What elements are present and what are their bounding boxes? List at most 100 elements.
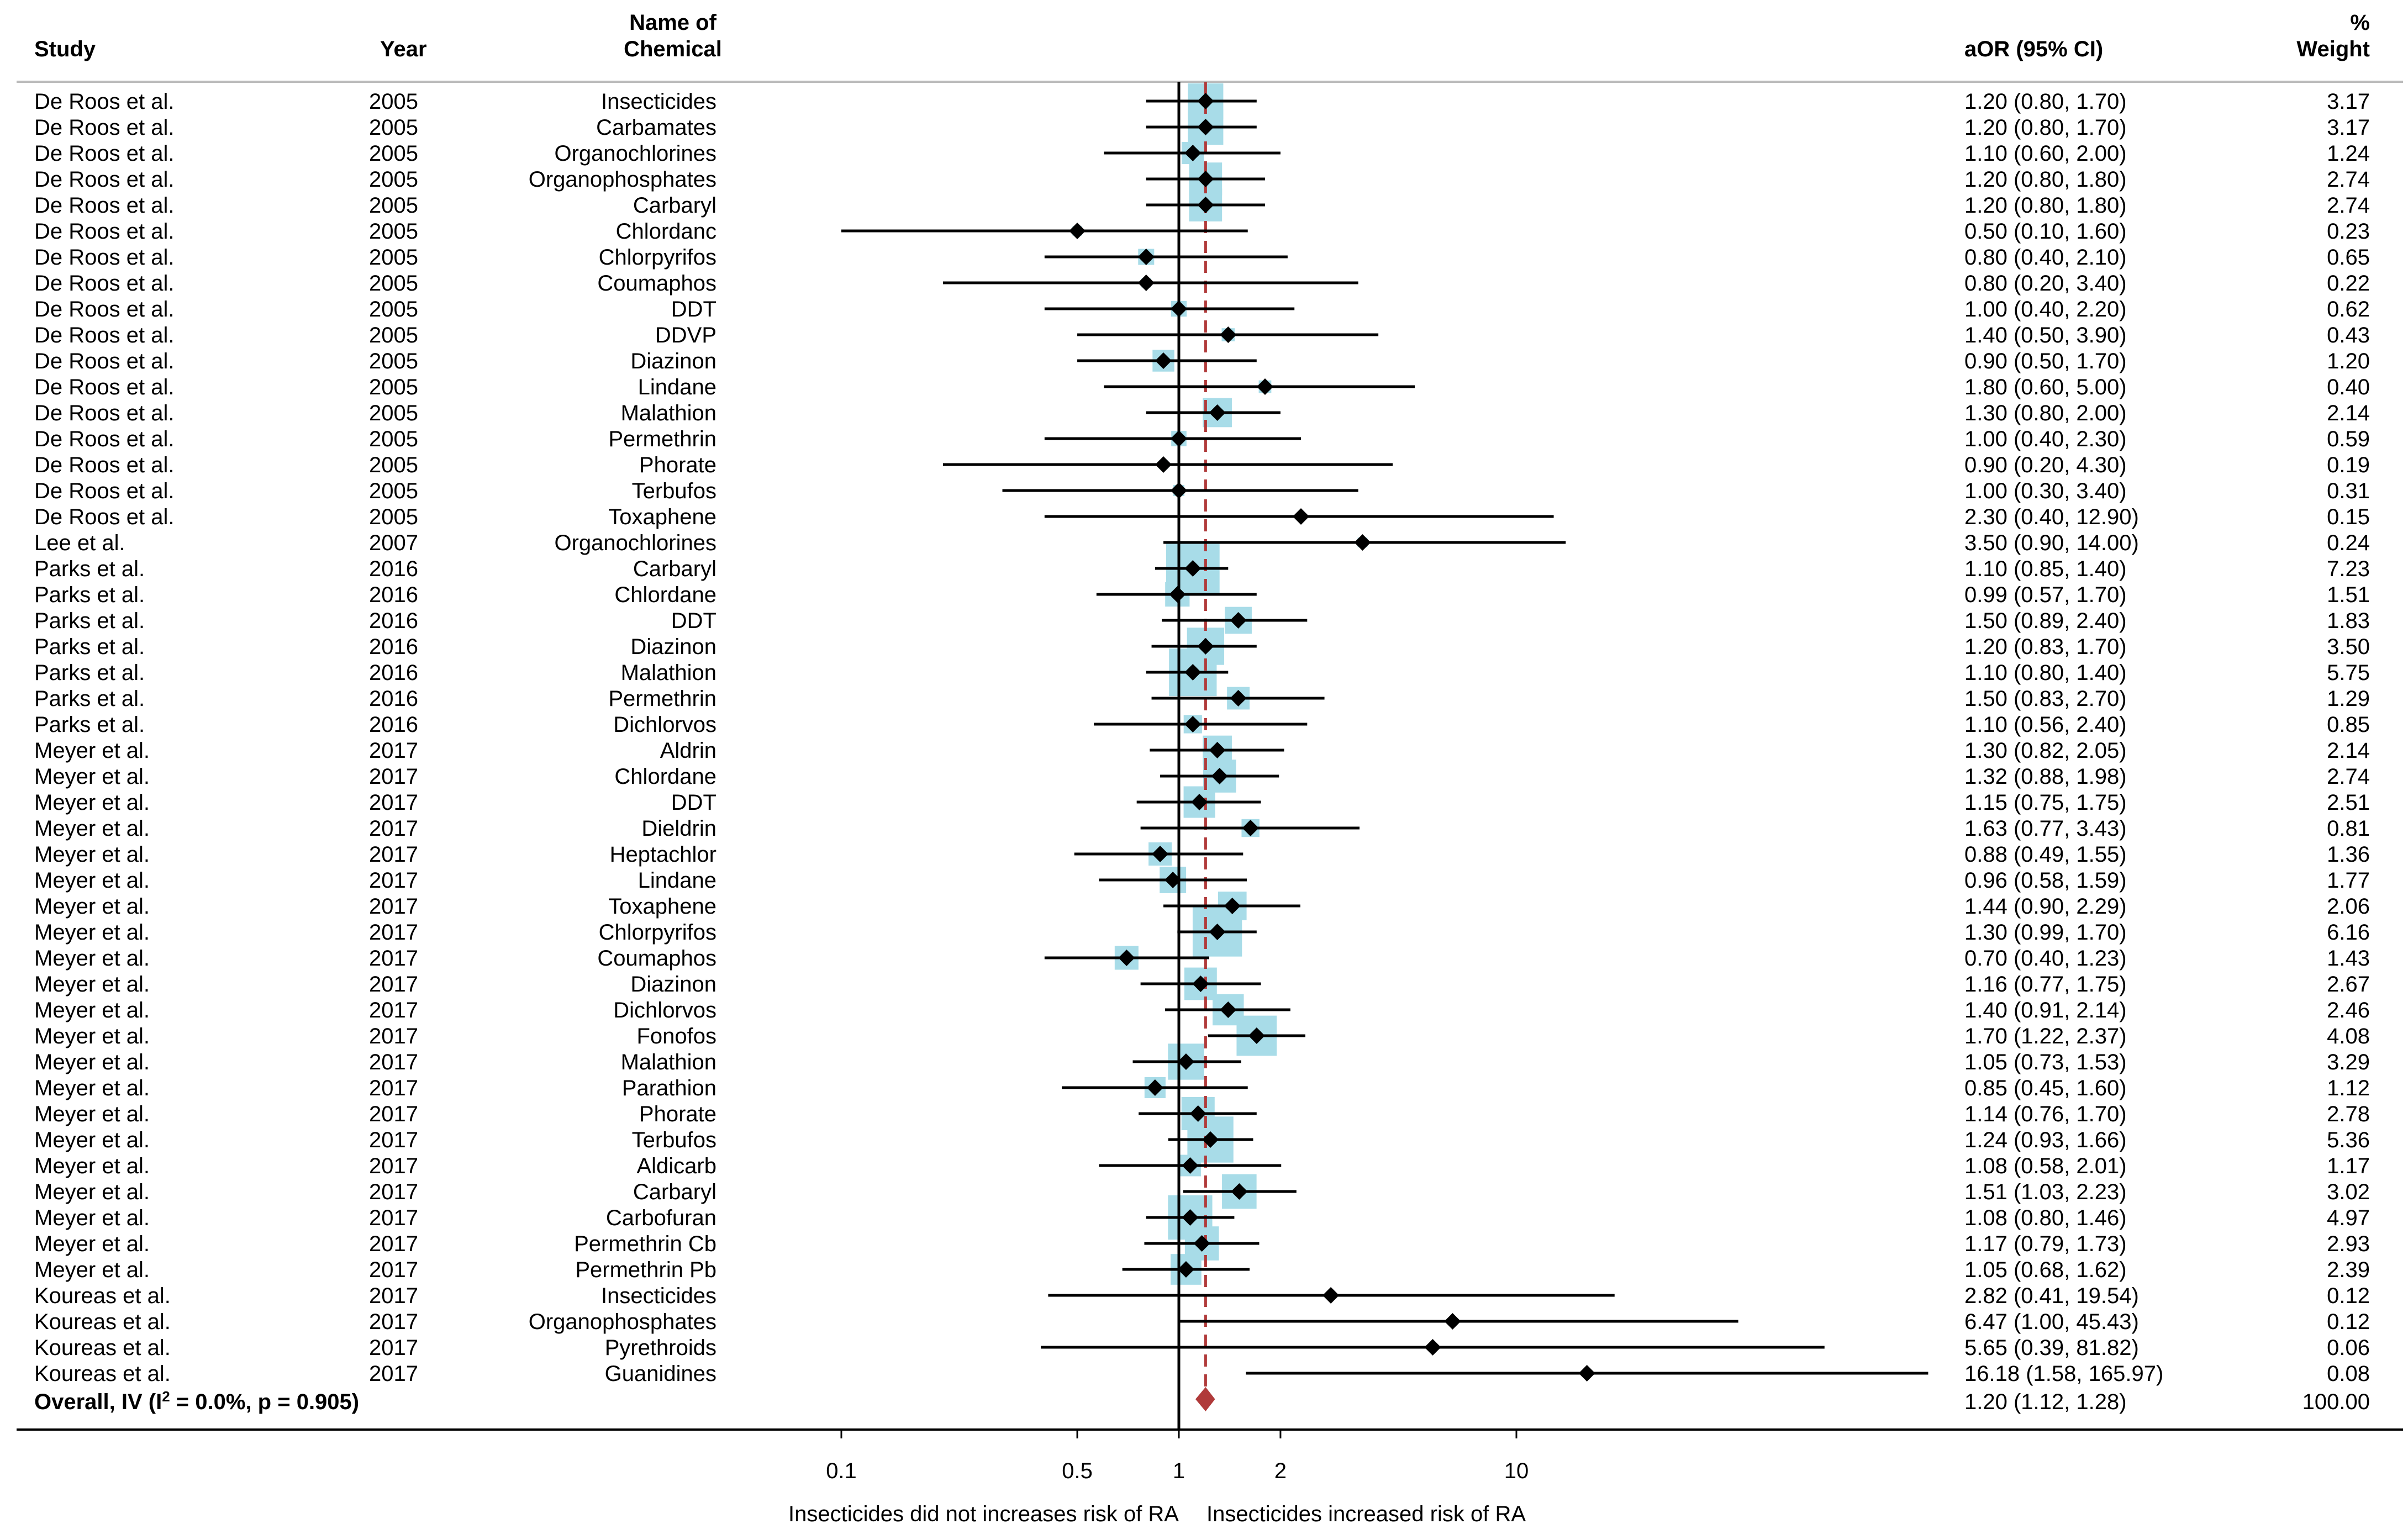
- study-name: Meyer et al.: [34, 816, 150, 841]
- weight-text: 0.12: [2327, 1284, 2370, 1308]
- weight-text: 2.14: [2327, 401, 2370, 425]
- chemical-name: Permethrin: [608, 687, 716, 711]
- chemical-name: DDT: [671, 609, 716, 633]
- ci-text: 1.10 (0.80, 1.40): [1964, 661, 2127, 685]
- weight-text: 3.17: [2327, 115, 2370, 140]
- chemical-name: Organochlorines: [555, 141, 717, 166]
- ci-text: 1.30 (0.99, 1.70): [1964, 920, 2127, 945]
- x-tick-label: 10: [1504, 1459, 1529, 1483]
- weight-text: 4.08: [2327, 1024, 2370, 1048]
- chemical-name: Organophosphates: [529, 167, 716, 192]
- point-estimate: [1322, 1287, 1340, 1304]
- study-name: Meyer et al.: [34, 1154, 150, 1178]
- ci-text: 1.30 (0.80, 2.00): [1964, 401, 2127, 425]
- ci-text: 1.32 (0.88, 1.98): [1964, 764, 2127, 789]
- ci-text: 1.15 (0.75, 1.75): [1964, 790, 2127, 815]
- point-estimate: [1202, 1131, 1219, 1148]
- x-tick-label: 1: [1173, 1459, 1185, 1483]
- plot-marks: [841, 82, 1928, 1430]
- study-year: 2005: [369, 193, 418, 218]
- chemical-name: Aldicarb: [636, 1154, 716, 1178]
- study-year: 2017: [369, 1284, 418, 1308]
- chemical-name: Permethrin Cb: [574, 1232, 716, 1256]
- weight-text: 1.24: [2327, 141, 2370, 166]
- point-estimate: [1197, 638, 1214, 655]
- study-year: 2007: [369, 531, 418, 555]
- study-year: 2017: [369, 1076, 418, 1100]
- study-name: Meyer et al.: [34, 790, 150, 815]
- point-estimate: [1118, 950, 1135, 966]
- weight-text: 0.12: [2327, 1310, 2370, 1334]
- study-year: 2016: [369, 557, 418, 581]
- xlabel-left: Insecticides did not increases risk of R…: [788, 1502, 1179, 1526]
- chemical-name: Permethrin Pb: [575, 1258, 716, 1282]
- study-name: De Roos et al.: [34, 349, 174, 373]
- weight-text: 2.67: [2327, 972, 2370, 997]
- x-axis-ticks: 0.1 0.5 1 2 10: [826, 1430, 1529, 1483]
- weight-text: 5.36: [2327, 1128, 2370, 1152]
- study-year: 2017: [369, 1362, 418, 1386]
- point-estimate: [1220, 1001, 1237, 1018]
- study-name: Parks et al.: [34, 557, 145, 581]
- ci-text: 1.20 (0.80, 1.80): [1964, 167, 2127, 192]
- ci-text: 1.00 (0.40, 2.20): [1964, 297, 2127, 321]
- study-year: 2016: [369, 583, 418, 607]
- study-year: 2005: [369, 323, 418, 347]
- chemical-name: Coumaphos: [597, 271, 716, 296]
- chemical-name: Toxaphene: [608, 894, 716, 919]
- weight-text: 4.97: [2327, 1206, 2370, 1230]
- point-estimate: [1193, 1235, 1210, 1252]
- chemical-name: Diazinon: [630, 349, 716, 373]
- point-estimate: [1248, 1027, 1265, 1044]
- column-headers: Study Year Name of Chemical aOR (95% CI)…: [34, 10, 2370, 61]
- ci-text: 1.20 (0.80, 1.70): [1964, 115, 2127, 140]
- x-tick-label: 2: [1274, 1459, 1287, 1483]
- study-name: De Roos et al.: [34, 115, 174, 140]
- study-name: Meyer et al.: [34, 920, 150, 945]
- ci-text: 1.08 (0.58, 2.01): [1964, 1154, 2127, 1178]
- study-name: Meyer et al.: [34, 998, 150, 1022]
- chemical-name: Malathion: [621, 401, 716, 425]
- ci-text: 1.80 (0.60, 5.00): [1964, 375, 2127, 399]
- weight-text: 7.23: [2327, 557, 2370, 581]
- point-estimate: [1354, 534, 1371, 551]
- study-year: 2016: [369, 713, 418, 737]
- point-estimate: [1171, 482, 1187, 499]
- header-study: Study: [34, 37, 96, 61]
- study-name: Parks et al.: [34, 583, 145, 607]
- chemical-name: Terbufos: [632, 1128, 716, 1152]
- point-estimate: [1069, 223, 1086, 239]
- point-estimate: [1192, 976, 1209, 992]
- study-name: Meyer et al.: [34, 842, 150, 867]
- weight-text: 5.75: [2327, 661, 2370, 685]
- study-name: Parks et al.: [34, 661, 145, 685]
- study-year: 2017: [369, 1232, 418, 1256]
- ci-text: 1.05 (0.73, 1.53): [1964, 1050, 2127, 1074]
- point-estimate: [1155, 352, 1172, 369]
- point-estimate: [1146, 1079, 1163, 1096]
- study-year: 2017: [369, 972, 418, 997]
- weight-text: 3.17: [2327, 89, 2370, 114]
- point-estimate: [1424, 1339, 1441, 1356]
- point-estimate: [1444, 1313, 1461, 1330]
- ci-text: 1.50 (0.89, 2.40): [1964, 609, 2127, 633]
- study-name: De Roos et al.: [34, 505, 174, 529]
- chemical-name: Insecticides: [601, 1284, 716, 1308]
- point-estimate: [1171, 430, 1187, 447]
- point-estimate: [1211, 768, 1228, 784]
- chemical-name: Phorate: [639, 1102, 716, 1126]
- ci-text: 1.17 (0.79, 1.73): [1964, 1232, 2127, 1256]
- study-year: 2017: [369, 920, 418, 945]
- chemical-name: Chlordanc: [616, 219, 716, 244]
- study-name: Koureas et al.: [34, 1284, 171, 1308]
- study-year: 2017: [369, 1154, 418, 1178]
- study-year: 2017: [369, 894, 418, 919]
- weight-text: 0.40: [2327, 375, 2370, 399]
- chemical-name: Dichlorvos: [613, 713, 716, 737]
- study-year: 2005: [369, 271, 418, 296]
- chemical-name: Carbaryl: [633, 557, 716, 581]
- study-name: Meyer et al.: [34, 972, 150, 997]
- chemical-name: Carbamates: [596, 115, 716, 140]
- chemical-name: Insecticides: [601, 89, 716, 114]
- study-name: Meyer et al.: [34, 1050, 150, 1074]
